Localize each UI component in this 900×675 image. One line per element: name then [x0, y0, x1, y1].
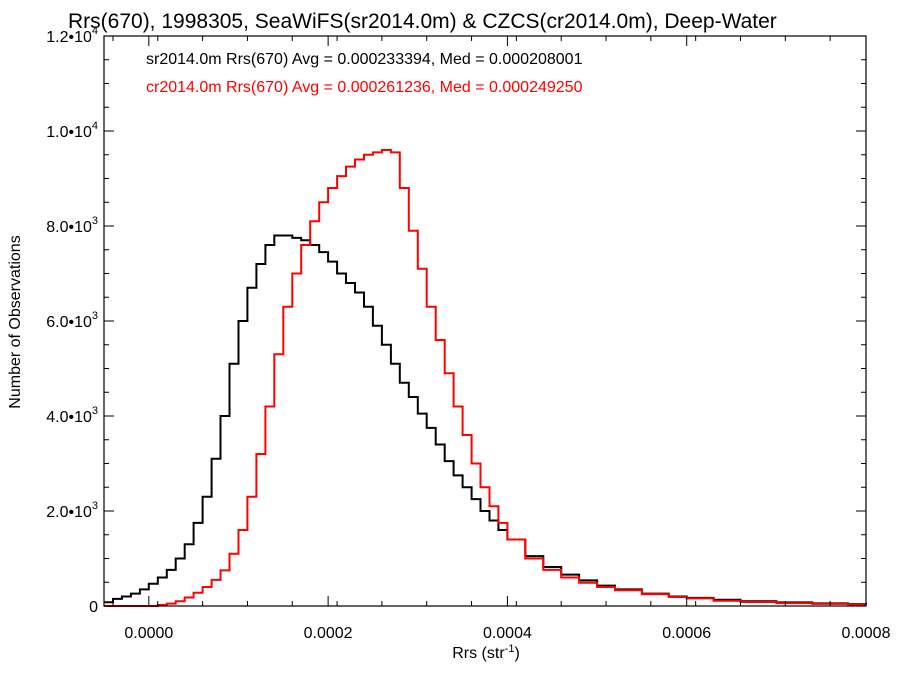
y-tick-exponent: 4 [92, 25, 98, 37]
y-tick-exponent: 3 [92, 310, 98, 322]
x-tick-label: 0.0008 [842, 625, 891, 642]
y-tick-mantissa: 6.0•10 [46, 314, 92, 331]
y-tick-exponent: 3 [92, 500, 98, 512]
series-line-1 [104, 149, 867, 607]
y-tick-mantissa: 1.0•10 [46, 124, 92, 141]
y-tick-mantissa: 4.0•10 [46, 409, 92, 426]
stats-line-black: sr2014.0m Rrs(670) Avg = 0.000233394, Me… [146, 51, 583, 68]
x-tick-label: 0.0002 [304, 625, 353, 642]
y-axis-ticks: 02.0•1034.0•1036.0•1038.0•1031.0•1041.2•… [46, 25, 866, 616]
y-tick-label: 4.0•103 [46, 405, 98, 426]
series-layer [104, 149, 867, 607]
y-axis-label: Number of Observations [7, 235, 24, 408]
x-axis-label-superscript: -1 [505, 643, 515, 655]
y-tick-mantissa: 0 [89, 599, 98, 616]
x-tick-label: 0.0004 [483, 625, 532, 642]
x-axis-label-suffix: ) [514, 645, 519, 662]
y-tick-exponent: 3 [92, 405, 98, 417]
y-tick-label: 2.0•103 [46, 500, 98, 521]
y-tick-exponent: 4 [92, 120, 98, 132]
y-tick-label: 0 [89, 599, 98, 616]
x-axis-label: Rrs (str-1) [452, 643, 520, 662]
x-axis-label-main: Rrs (str [452, 645, 505, 662]
y-tick-label: 1.2•104 [46, 25, 98, 46]
y-tick-mantissa: 2.0•10 [46, 504, 92, 521]
x-tick-label: 0.0000 [124, 625, 173, 642]
y-tick-mantissa: 1.2•10 [46, 29, 92, 46]
x-tick-label: 0.0006 [662, 625, 711, 642]
y-tick-label: 8.0•103 [46, 215, 98, 236]
y-tick-mantissa: 8.0•10 [46, 219, 92, 236]
chart-title: Rrs(670), 1998305, SeaWiFS(sr2014.0m) & … [68, 10, 777, 33]
stats-line-red: cr2014.0m Rrs(670) Avg = 0.000261236, Me… [146, 79, 583, 96]
y-tick-label: 1.0•104 [46, 120, 98, 141]
x-axis-ticks: 0.0000 0.0002 0.0004 0.0006 0.0008 [112, 36, 891, 642]
y-tick-label: 6.0•103 [46, 310, 98, 331]
y-tick-exponent: 3 [92, 215, 98, 227]
series-line-0 [104, 234, 867, 606]
plot-frame [103, 35, 867, 607]
